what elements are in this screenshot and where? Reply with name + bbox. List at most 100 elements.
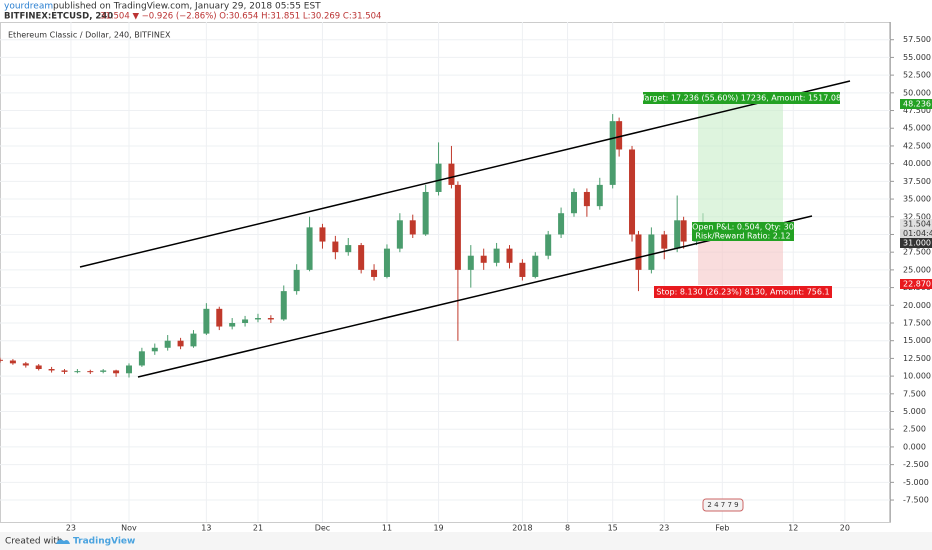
y-tick-label: 50.000 <box>903 88 931 97</box>
candle-body <box>648 234 655 270</box>
x-tick-label: Feb <box>715 524 729 533</box>
x-tick-label: 11 <box>382 524 392 533</box>
x-tick-label: 13 <box>201 524 211 533</box>
ratio-label: Risk/Reward Ratio: 2.12 <box>695 232 790 241</box>
candle-body <box>319 227 326 242</box>
author[interactable]: yourdream <box>4 2 53 12</box>
candle-body <box>532 255 539 277</box>
pnl-label: Open P&L: 0.504, Qty: 30 <box>692 223 794 232</box>
candle-body <box>35 365 42 370</box>
entry-price: 31.000 <box>903 239 931 248</box>
x-tick-label: 12 <box>788 524 798 533</box>
candle-body <box>229 322 236 327</box>
y-tick-label: 40.000 <box>903 159 931 168</box>
y-tick-label: 57.500 <box>903 35 931 44</box>
entry-price-tag <box>900 238 932 248</box>
y-tick-label: 45.000 <box>903 124 931 133</box>
candle-body <box>306 227 313 270</box>
y-tick-label: 47.500 <box>903 106 931 115</box>
target-price: 48.236 <box>903 100 931 109</box>
y-tick-label: 2.500 <box>903 425 926 434</box>
y-tick-label: 42.500 <box>903 141 931 150</box>
candle-body <box>506 248 513 263</box>
stop-label: Stop: 8.130 (26.23%) 8130, Amount: 756.1 <box>656 288 829 297</box>
timer-tag <box>900 229 932 238</box>
x-tick-label: Dec <box>315 524 330 533</box>
candle-body <box>409 220 416 235</box>
footer-brand[interactable]: TradingView <box>73 537 135 547</box>
target-label-box <box>643 92 840 104</box>
x-tick-label: 8 <box>565 524 570 533</box>
lower-trendline[interactable] <box>137 215 813 378</box>
footer-bar <box>0 532 932 550</box>
candle-body <box>48 369 55 371</box>
stop-label-box <box>654 286 832 298</box>
y-tick-label: 20.000 <box>903 301 931 310</box>
candle-body <box>100 370 107 372</box>
events-badge[interactable] <box>702 498 744 512</box>
candle-body <box>177 340 184 347</box>
y-tick-label: 35.000 <box>903 195 931 204</box>
candle-body <box>519 262 526 277</box>
target-zone <box>698 104 783 228</box>
candle-body <box>629 149 636 235</box>
y-tick-label: 0.000 <box>903 442 926 451</box>
x-tick-label: 15 <box>608 524 618 533</box>
y-tick-label: 52.500 <box>903 71 931 80</box>
candle-body <box>371 269 378 277</box>
candle-body <box>242 319 249 323</box>
timer: 01:04:41 <box>903 229 932 238</box>
y-tick-label: 7.500 <box>903 389 926 398</box>
y-tick-label: -5.000 <box>903 478 929 487</box>
y-tick-label: 10.000 <box>903 372 931 381</box>
candle-body <box>674 220 681 249</box>
candle-body <box>467 255 474 270</box>
candle-body <box>332 241 339 253</box>
pnl-box <box>692 222 794 241</box>
candle-body <box>113 370 120 374</box>
y-tick-label: 5.000 <box>903 407 926 416</box>
candle-body <box>138 351 145 366</box>
x-tick-label: 23 <box>66 524 76 533</box>
y-tick-label: -2.500 <box>903 460 929 469</box>
upper-trendline[interactable] <box>79 80 851 268</box>
y-tick-label: 32.500 <box>903 212 931 221</box>
stop-price: 22.870 <box>903 280 931 289</box>
last-price-tag <box>900 219 932 229</box>
candle-body <box>383 248 390 277</box>
quote: 31.504 ▼ −0.926 (−2.86%) O:30.654 H:31.8… <box>100 12 381 22</box>
candle-body <box>0 359 3 361</box>
candle-body <box>583 191 590 207</box>
candle-body <box>151 347 158 352</box>
y-tick-label: 55.000 <box>903 53 931 62</box>
stop-price-tag <box>900 279 932 289</box>
events-badge-text: 2 4 7 7 9 <box>707 501 738 509</box>
candle-body <box>74 371 81 373</box>
candle-body <box>570 191 577 214</box>
candle-body <box>345 245 352 253</box>
y-tick-label: 27.500 <box>903 248 931 257</box>
footer-created: Created with <box>5 537 63 547</box>
candle-body <box>164 340 171 348</box>
y-tick-label: 15.000 <box>903 336 931 345</box>
x-tick-label: 19 <box>433 524 443 533</box>
candle-body <box>480 255 487 263</box>
x-tick-label: 21 <box>253 524 263 533</box>
tv-logo <box>56 539 70 544</box>
candle-body <box>396 220 403 249</box>
symbol: BITFINEX:ETCUSD, 240 <box>4 12 113 22</box>
candle-body <box>280 291 287 320</box>
x-tick-label: 2018 <box>512 524 532 533</box>
candle-body <box>293 269 300 292</box>
candle-body <box>125 365 132 374</box>
target-label: Target: 17.236 (55.60%) 17236, Amount: 1… <box>640 94 841 103</box>
candle-body <box>609 121 616 185</box>
y-tick-label: 37.500 <box>903 177 931 186</box>
candle-body <box>558 213 565 235</box>
y-tick-label: -7.500 <box>903 496 929 505</box>
y-tick-label: 12.500 <box>903 354 931 363</box>
x-tick-label: 23 <box>659 524 669 533</box>
candle-body <box>661 234 668 249</box>
candle-body <box>596 184 603 207</box>
